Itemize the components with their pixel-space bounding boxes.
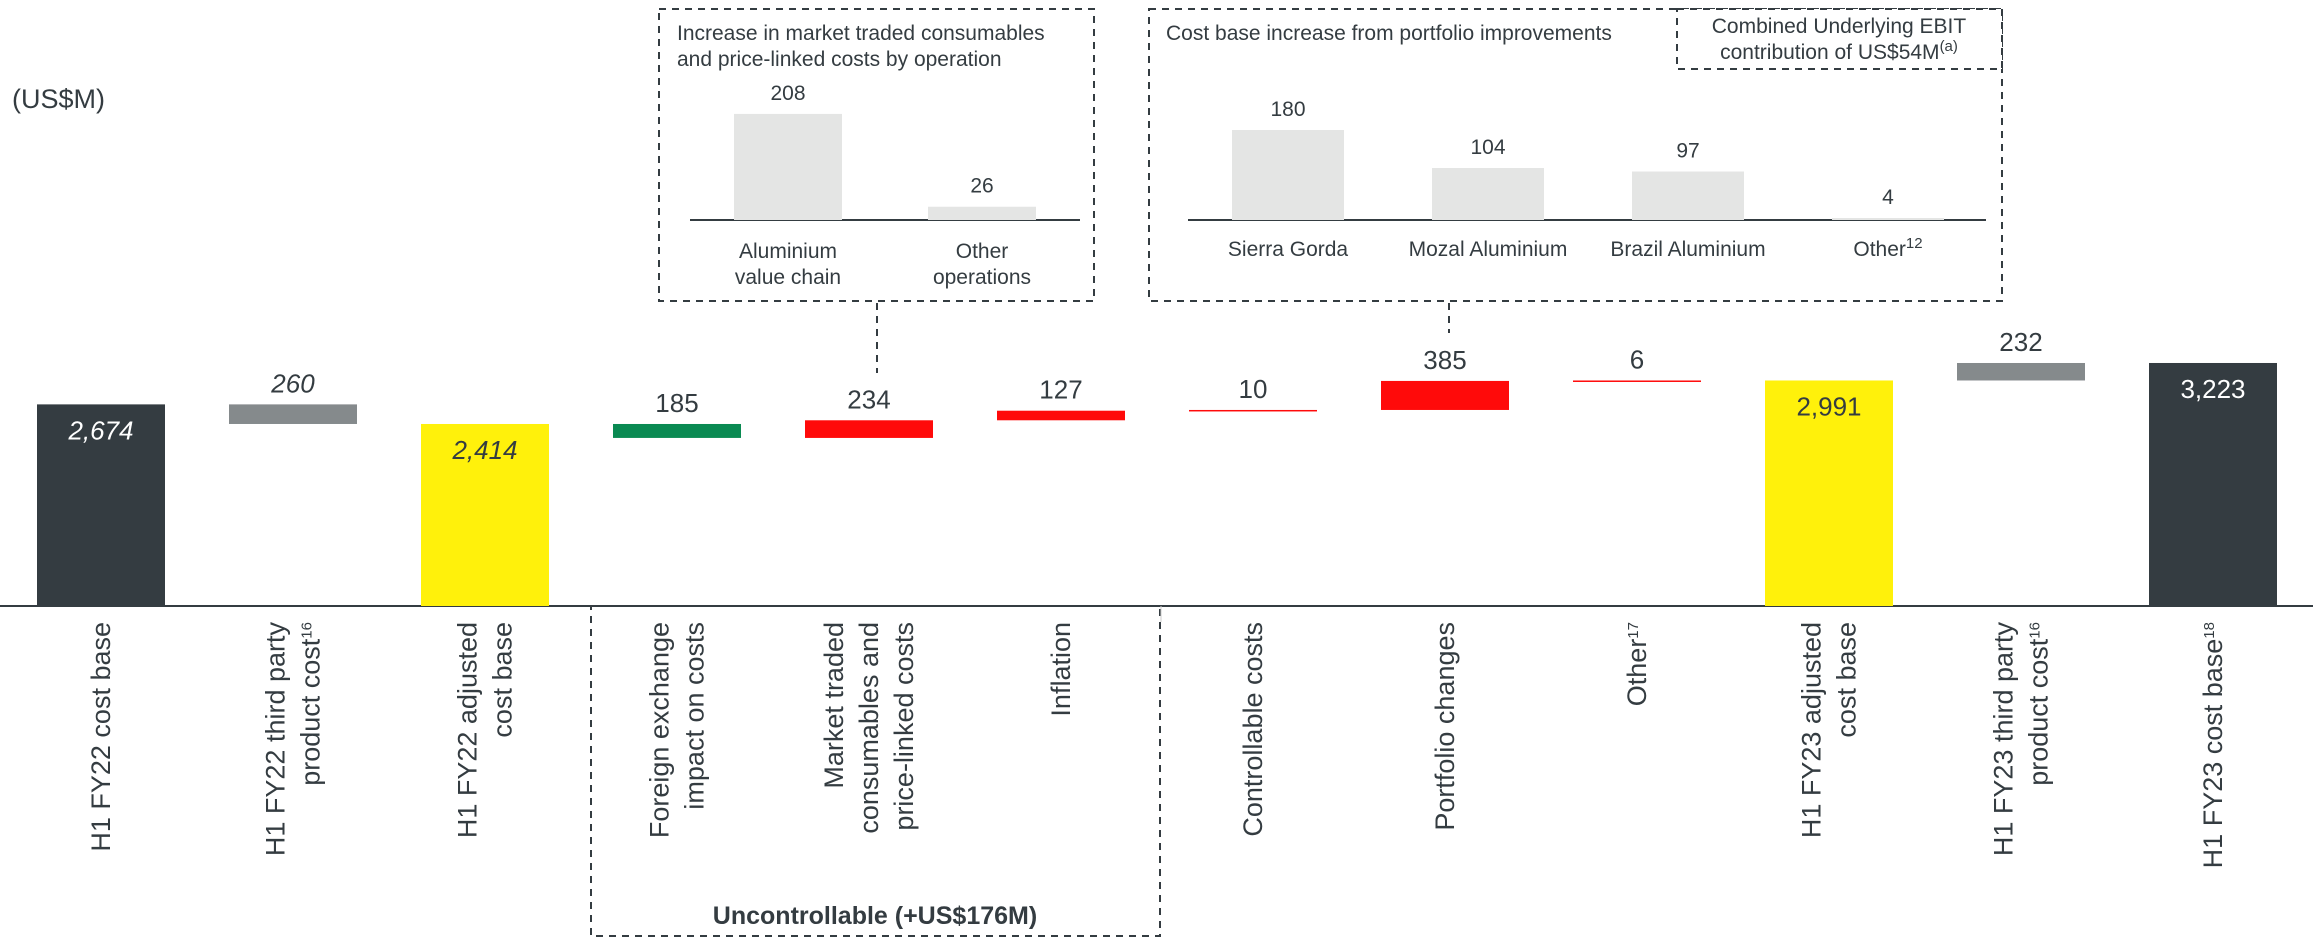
data-label-11: 232 <box>1999 327 2042 357</box>
data-label-5: 234 <box>847 384 890 414</box>
category-label-4: Foreign exchange impact on costs <box>645 622 710 838</box>
data-label-2: 260 <box>270 368 315 398</box>
data-label-7: 10 <box>1239 374 1268 404</box>
category-label-10: H1 FY23 adjusted cost base <box>1797 622 1862 838</box>
category-label-line: product cost16 <box>296 622 326 786</box>
category-label-line: H1 FY22 cost base <box>86 622 116 852</box>
category-label-2: H1 FY22 third party product cost16 <box>261 622 326 857</box>
data-label-3: 2,414 <box>451 435 517 465</box>
inset-1-title: and price-linked costs by operation <box>677 48 1002 71</box>
category-label-line: H1 FY23 third party <box>1989 622 2019 857</box>
data-label-12: 3,223 <box>2180 374 2245 404</box>
bar-9 <box>1573 380 1701 382</box>
category-label-3: H1 FY22 adjusted cost base <box>453 622 518 838</box>
inset-1-name-2: Other <box>956 240 1009 263</box>
uncontrollable-group-box <box>590 605 1161 937</box>
data-label-10: 2,991 <box>1796 391 1861 421</box>
category-label-line: Portfolio changes <box>1430 622 1460 831</box>
bar-5 <box>805 420 933 438</box>
category-label-8: Portfolio changes <box>1430 622 1460 831</box>
category-label-11: H1 FY23 third party product cost16 <box>1989 622 2054 857</box>
bar-12 <box>2149 362 2277 606</box>
category-label-line: Foreign exchange <box>645 622 675 838</box>
category-label-line: H1 FY22 adjusted <box>453 622 483 838</box>
inset-1-bar-1 <box>734 113 842 220</box>
inset-1-name-1: value chain <box>735 266 841 289</box>
bar-3 <box>421 423 549 606</box>
inset-2-bar-2 <box>1432 168 1544 220</box>
category-label-5: Market traded consumables and price-linked… <box>819 622 919 834</box>
data-label-1: 2,674 <box>67 415 133 445</box>
category-label-line: H1 FY23 adjusted <box>1797 622 1827 838</box>
bar-2 <box>229 404 357 424</box>
category-label-line: Other17 <box>1622 622 1652 706</box>
inset-1-bar-2 <box>928 206 1036 220</box>
inset-2-value-4: 4 <box>1882 186 1894 209</box>
inset-2-value-2: 104 <box>1470 136 1505 159</box>
inset-2-bar-3 <box>1632 171 1744 220</box>
inset-2-note-box <box>1676 8 2003 70</box>
inset-2-note-line-1: Combined Underlying EBIT <box>1712 15 1967 38</box>
category-label-line: Inflation <box>1046 622 1076 717</box>
category-label-line: H1 FY22 third party <box>261 622 291 857</box>
category-label-line: consumables and <box>854 622 884 834</box>
inset-2-value-3: 97 <box>1676 140 1699 163</box>
inset-1-title: Increase in market traded consumables <box>677 22 1045 45</box>
bar-8 <box>1381 380 1509 410</box>
data-label-4: 185 <box>655 388 698 418</box>
category-label-1: H1 FY22 cost base <box>86 622 116 852</box>
inset-2-note-line-2: contribution of US$54M(a) <box>1720 38 1958 65</box>
inset-1-value-1: 208 <box>770 82 805 105</box>
bar-1 <box>37 404 165 606</box>
inset-2-bar-4 <box>1832 218 1944 220</box>
category-label-line: Market traded <box>819 622 849 789</box>
category-label-line: product cost16 <box>2024 622 2054 786</box>
bar-4 <box>613 423 741 438</box>
bar-6 <box>997 410 1125 421</box>
bar-10 <box>1765 380 1893 606</box>
data-label-8: 385 <box>1423 345 1466 375</box>
category-label-9: Other17 <box>1622 622 1652 706</box>
category-label-line: Controllable costs <box>1238 622 1268 837</box>
category-label-line: price-linked costs <box>889 622 919 831</box>
data-label-9: 6 <box>1630 344 1644 374</box>
inset-2-name-4: Other12 <box>1853 235 1922 262</box>
category-label-6: Inflation <box>1046 622 1076 717</box>
bar-7 <box>1189 409 1317 412</box>
category-label-line: cost base <box>488 622 518 738</box>
inset-1-name-2: operations <box>933 266 1031 289</box>
category-label-line: cost base <box>1832 622 1862 738</box>
inset-2-name-3: Brazil Aluminium <box>1610 238 1765 261</box>
data-label-6: 127 <box>1039 375 1082 405</box>
bar-11 <box>1957 362 2085 381</box>
category-label-line: H1 FY23 cost base18 <box>2198 622 2228 868</box>
uncontrollable-group-label: Uncontrollable (+US$176M) <box>713 902 1037 930</box>
category-label-12: H1 FY23 cost base18 <box>2198 622 2228 868</box>
unit-label: (US$M) <box>12 84 105 114</box>
inset-1-value-2: 26 <box>970 175 993 198</box>
inset-2-name-1: Sierra Gorda <box>1228 238 1349 261</box>
inset-2-bar-1 <box>1232 130 1344 220</box>
inset-2-title: Cost base increase from portfolio improv… <box>1166 22 1612 45</box>
category-label-line: impact on costs <box>680 622 710 810</box>
inset-2-value-1: 180 <box>1270 98 1305 121</box>
inset-1-name-1: Aluminium <box>739 240 837 263</box>
category-label-7: Controllable costs <box>1238 622 1268 837</box>
inset-2-name-2: Mozal Aluminium <box>1409 238 1568 261</box>
